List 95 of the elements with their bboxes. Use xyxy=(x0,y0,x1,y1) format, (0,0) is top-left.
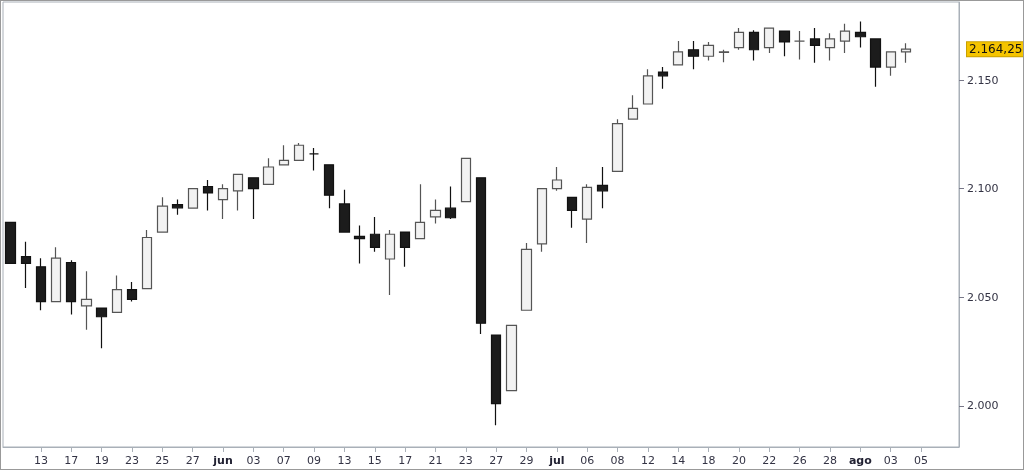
candlestick xyxy=(4,221,17,264)
candlestick xyxy=(839,23,851,54)
x-tick-label: 12 xyxy=(640,454,655,467)
candlestick xyxy=(126,281,138,303)
candlestick xyxy=(672,40,684,66)
candlestick xyxy=(702,41,715,62)
candlestick xyxy=(475,177,487,335)
candlestick xyxy=(854,20,867,49)
candlestick xyxy=(642,68,654,105)
x-tick-label: 27 xyxy=(489,454,504,467)
x-tick-label: 13 xyxy=(33,454,48,467)
candlestick xyxy=(809,27,821,64)
candlestick xyxy=(763,27,775,54)
candlestick xyxy=(885,51,897,77)
candlestick xyxy=(596,166,609,209)
x-tick-label: 15 xyxy=(367,454,382,467)
x-tick-label: 03 xyxy=(246,454,261,467)
x-tick-label: 05 xyxy=(914,454,929,467)
x-tick-label: jun xyxy=(212,454,233,467)
x-tick-label: 17 xyxy=(398,454,413,467)
candlestick xyxy=(718,49,730,63)
candlestick xyxy=(338,189,351,233)
candlestick xyxy=(202,179,214,211)
x-tick-label: 03 xyxy=(883,454,898,467)
x-tick-label: 28 xyxy=(823,454,838,467)
x-tick-label: 27 xyxy=(185,454,200,467)
x-tick-label: 23 xyxy=(124,454,139,467)
x-tick-label: 26 xyxy=(792,454,807,467)
x-tick-label: 21 xyxy=(428,454,443,467)
candlestick xyxy=(490,334,502,426)
candlestick xyxy=(520,242,533,311)
candlestick xyxy=(156,196,169,233)
candlestick xyxy=(900,42,912,64)
candlestick xyxy=(262,157,275,185)
candlestick xyxy=(460,157,472,203)
x-tick-label: 08 xyxy=(610,454,625,467)
candlestick xyxy=(687,40,700,70)
candlestick xyxy=(50,246,62,303)
candlestick xyxy=(353,224,366,265)
candlestick xyxy=(20,241,32,289)
candlestick xyxy=(141,229,153,290)
candlestick xyxy=(323,164,335,209)
candlestick xyxy=(308,147,320,172)
candlestick xyxy=(247,177,260,220)
candlestick xyxy=(536,188,548,253)
candlestick xyxy=(793,30,806,61)
x-tick-label: 09 xyxy=(307,454,322,467)
candlestick xyxy=(566,196,578,229)
candlestick xyxy=(369,216,381,253)
x-tick-label: jul xyxy=(548,454,565,467)
candlestick xyxy=(217,183,229,220)
candlestick xyxy=(627,94,639,120)
y-tick-label: 2.150 xyxy=(967,73,999,87)
candlestick xyxy=(399,231,411,268)
candlestick xyxy=(748,29,760,62)
x-tick-label: 22 xyxy=(762,454,777,467)
x-tick-label: 17 xyxy=(64,454,79,467)
candlestick xyxy=(65,259,77,316)
candlestick xyxy=(414,183,426,240)
x-tick-label: 06 xyxy=(580,454,595,467)
y-tick-label: 2.000 xyxy=(967,399,999,413)
candlestick xyxy=(611,118,624,172)
candlestick xyxy=(293,142,305,162)
x-tick-label: 07 xyxy=(276,454,291,467)
candlestick xyxy=(824,32,836,62)
candlestick xyxy=(869,38,882,88)
y-tick-label: 2.100 xyxy=(967,182,999,196)
candlestick xyxy=(111,274,123,314)
x-tick-label: 20 xyxy=(731,454,746,467)
candlestick xyxy=(733,27,745,51)
candlestick xyxy=(278,144,290,166)
y-tick-label: 2.050 xyxy=(967,290,999,304)
candlestick xyxy=(232,173,244,211)
x-tick-label: 23 xyxy=(458,454,473,467)
x-tick-label: 13 xyxy=(337,454,352,467)
text: 2.164,25 xyxy=(969,42,1023,57)
x-tick-label: 29 xyxy=(519,454,534,467)
candlestick xyxy=(778,30,791,57)
candlestick xyxy=(35,257,47,311)
candlestick xyxy=(171,198,184,216)
candlestick xyxy=(95,307,108,349)
x-tick-label: 18 xyxy=(701,454,716,467)
candlestick xyxy=(581,183,593,244)
x-tick-label: 19 xyxy=(94,454,109,467)
candlestick xyxy=(80,270,93,331)
x-tick-label: 14 xyxy=(671,454,686,467)
x-tick-label: ago xyxy=(848,454,873,467)
candlestick xyxy=(384,229,396,296)
candlestick xyxy=(551,166,563,192)
candlestick xyxy=(444,185,457,220)
x-tick-label: 25 xyxy=(155,454,170,467)
candlestick xyxy=(429,198,442,225)
candlestick xyxy=(505,324,518,392)
candlestick xyxy=(187,188,199,209)
candlestick xyxy=(657,66,669,90)
